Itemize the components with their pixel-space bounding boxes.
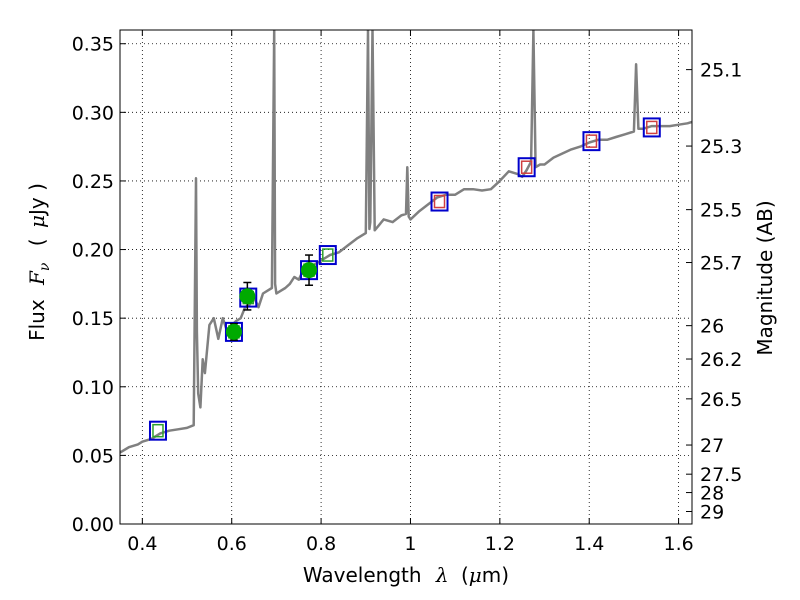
mag-tick-label: 25.7 <box>700 253 742 275</box>
model-point-inner <box>433 194 446 209</box>
y-tick-label: 0.10 <box>72 377 114 399</box>
x-tick-label: 0.8 <box>306 533 336 555</box>
mag-tick-label: 26.5 <box>700 389 742 411</box>
model-point-inner <box>322 248 334 262</box>
x-tick-label: 1.6 <box>663 533 693 555</box>
x-tick-label: 1 <box>404 533 416 555</box>
x-axis-title-word: Wavelength <box>303 563 422 587</box>
mag-tick-label: 29 <box>700 501 724 523</box>
mag-tick-label: 25.3 <box>700 136 742 158</box>
plot-frame <box>119 29 693 525</box>
y-axis-symbol: F <box>25 270 49 286</box>
model-point-inner <box>152 423 164 438</box>
mag-tick-label: 28 <box>700 483 724 505</box>
x-tick-label: 1.2 <box>485 533 515 555</box>
model-point-inner <box>585 134 598 148</box>
mag-tick-label: 25.5 <box>700 200 742 222</box>
y-tick-label: 0.00 <box>72 514 114 536</box>
y-tick-label: 0.25 <box>72 171 114 193</box>
y-axis-title: Flux Fν ( μJy ) <box>25 183 54 341</box>
model-point-box <box>148 420 167 441</box>
y2-axis-title: Magnitude (AB) <box>753 200 777 355</box>
mag-tick-label: 27 <box>700 435 724 457</box>
model-point-inner <box>646 120 658 135</box>
model-point-inner <box>520 160 533 174</box>
model-point-box <box>318 245 337 266</box>
observed-point <box>301 262 318 279</box>
y-tick-label: 0.05 <box>72 445 114 467</box>
x-axis-paren: ( <box>461 563 469 587</box>
sed-line <box>120 30 692 454</box>
model-point-box <box>517 157 536 178</box>
observed-photometry-layer <box>225 254 318 341</box>
x-tick-label: 1.4 <box>574 533 604 555</box>
y-axis-paren: ( <box>25 238 49 246</box>
x-axis-unit: m) <box>482 563 509 587</box>
y-tick-label: 0.15 <box>72 308 114 330</box>
mag-tick-label: 27.5 <box>700 464 742 486</box>
sed-layer <box>120 30 692 454</box>
y-axis-mu: μ <box>25 215 49 228</box>
mag-tick-label: 26.2 <box>700 349 742 371</box>
y-tick-label: 0.30 <box>72 102 114 124</box>
axis-ticks: 0.4 0.6 0.8 1 1.2 1.4 1.6 0.00 0.05 0.10 0.15 0.20 0… <box>72 30 742 555</box>
y-tick-label: 0.20 <box>72 240 114 262</box>
model-point-box <box>582 131 601 152</box>
mag-tick-label: 25.1 <box>700 60 742 82</box>
model-point-box <box>642 117 661 138</box>
y-axis-title-word: Flux <box>25 299 49 341</box>
y-axis-subscript: ν <box>37 262 53 271</box>
mag-tick-label: 26 <box>700 316 724 338</box>
x-tick-label: 0.6 <box>217 533 247 555</box>
x-axis-title: Wavelength λ (μm) <box>303 563 509 587</box>
observed-point <box>239 288 256 305</box>
x-axis-lambda: λ <box>435 563 449 587</box>
x-axis-mu: μ <box>469 563 482 587</box>
observed-point <box>225 323 242 340</box>
y-tick-label: 0.35 <box>72 34 114 56</box>
y-axis-unit: Jy ) <box>25 183 49 217</box>
model-point-box <box>430 191 449 212</box>
x-tick-label: 0.4 <box>127 533 157 555</box>
